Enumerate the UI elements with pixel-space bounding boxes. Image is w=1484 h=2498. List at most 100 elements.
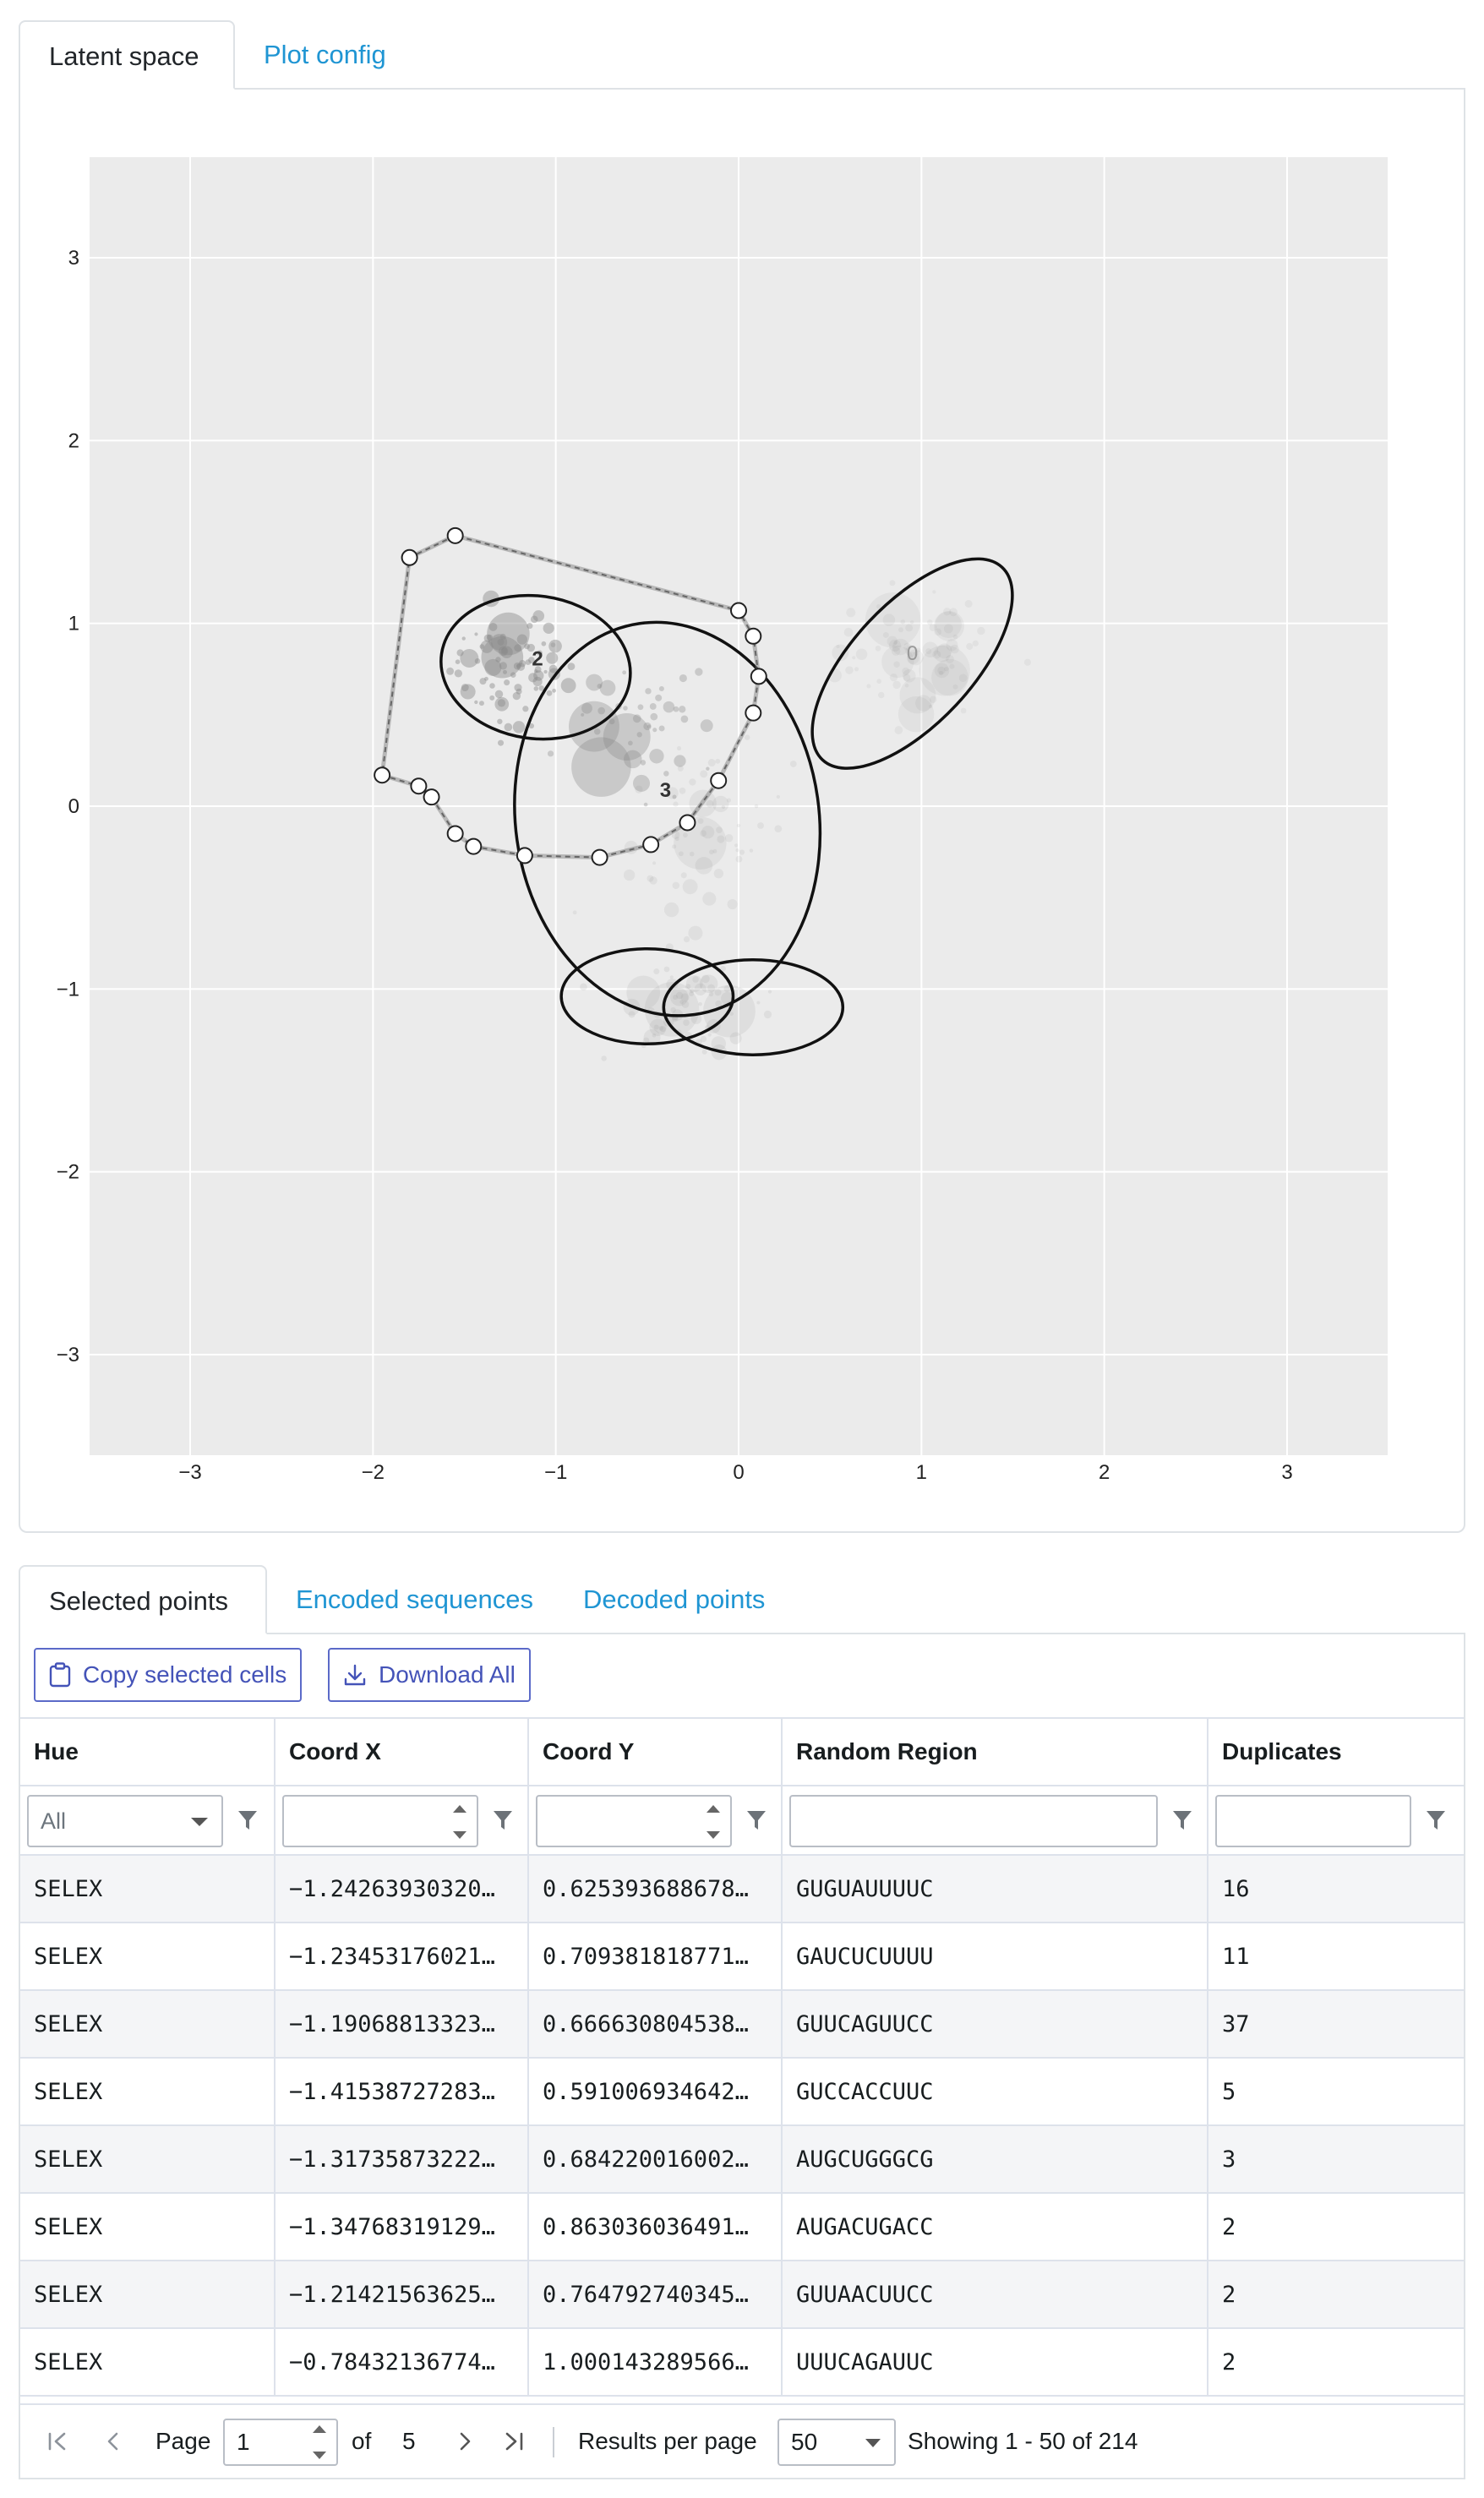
lasso-vertex-handle[interactable] (446, 825, 464, 843)
table-row[interactable]: SELEX −1.23453176021… 0.709381818771… GA… (20, 1923, 1464, 1991)
cell-coord-y[interactable]: 0.709381818771… (529, 1923, 783, 1989)
cell-hue[interactable]: SELEX (20, 2059, 276, 2124)
cell-random-region[interactable]: AUGACUGACC (783, 2194, 1208, 2260)
tab-latent-space[interactable]: Latent space (19, 20, 235, 90)
latent-space-plot[interactable]: −3 −2 −1 0 1 2 3 −3 −2 −1 0 1 2 3 2 3 0 (20, 88, 1464, 1530)
cell-coord-x[interactable]: −1.41538727283… (276, 2059, 529, 2124)
filter-icon[interactable] (1425, 1808, 1447, 1832)
column-header-random-region[interactable]: Random Region (783, 1719, 1208, 1785)
cell-random-region[interactable]: GUGUAUUUUC (783, 1856, 1208, 1922)
lasso-vertex-handle[interactable] (410, 777, 428, 795)
cell-coord-x[interactable]: −1.24263930320… (276, 1856, 529, 1922)
scatter-point (876, 679, 881, 684)
table-row[interactable]: SELEX −1.21421563625… 0.764792740345… GU… (20, 2261, 1464, 2329)
cell-hue[interactable]: SELEX (20, 1991, 276, 2057)
cell-coord-y[interactable]: 0.684220016002… (529, 2126, 783, 2192)
cell-coord-y[interactable]: 0.666630804538… (529, 1991, 783, 2057)
lasso-vertex-handle[interactable] (591, 848, 608, 866)
lasso-vertex-handle[interactable] (745, 704, 762, 722)
cell-hue[interactable]: SELEX (20, 2194, 276, 2260)
page-number-input[interactable]: 1 (223, 2419, 338, 2466)
cell-coord-y[interactable]: 0.591006934642… (529, 2059, 783, 2124)
last-page-icon[interactable] (502, 2405, 526, 2478)
cell-random-region[interactable]: GUCCACCUUC (783, 2059, 1208, 2124)
duplicates-filter-input[interactable] (1215, 1795, 1411, 1847)
lasso-vertex-handle[interactable] (679, 814, 696, 832)
lasso-vertex-handle[interactable] (446, 526, 464, 544)
cell-hue[interactable]: SELEX (20, 1923, 276, 1989)
cell-duplicates[interactable]: 16 (1222, 1875, 1250, 1902)
download-all-button[interactable]: Download All (328, 1648, 531, 1702)
lasso-vertex-handle[interactable] (710, 772, 728, 789)
column-header-hue[interactable]: Hue (20, 1719, 276, 1785)
number-spinner-icon[interactable] (707, 1805, 720, 1839)
cell-random-region[interactable]: GUUAACUUCC (783, 2261, 1208, 2327)
cell-random-region[interactable]: UUUCAGAUUC (783, 2329, 1208, 2395)
cell-hue[interactable]: SELEX (20, 2126, 276, 2192)
hue-filter-select[interactable]: All (27, 1795, 223, 1847)
column-header-coord-y[interactable]: Coord Y (529, 1719, 783, 1785)
table-row[interactable]: SELEX −1.34768319129… 0.863036036491… AU… (20, 2194, 1464, 2261)
column-header-duplicates[interactable]: Duplicates (1208, 1719, 1464, 1785)
cell-random-region[interactable]: GUUCAGUUCC (783, 1991, 1208, 2057)
next-page-icon[interactable] (453, 2405, 477, 2478)
cell-duplicates[interactable]: 37 (1222, 2010, 1250, 2037)
tab-plot-config[interactable]: Plot config (264, 40, 386, 69)
table-row[interactable]: SELEX −1.19068813323… 0.666630804538… GU… (20, 1991, 1464, 2059)
table-row[interactable]: SELEX −1.31735873222… 0.684220016002… AU… (20, 2126, 1464, 2194)
tab-decoded-points[interactable]: Decoded points (583, 1584, 766, 1614)
first-page-icon[interactable] (46, 2405, 69, 2478)
cell-coord-x[interactable]: −1.31735873222… (276, 2126, 529, 2192)
lasso-vertex-handle[interactable] (745, 627, 762, 645)
lasso-vertex-handle[interactable] (374, 766, 391, 784)
scatter-point (663, 966, 670, 973)
table-row[interactable]: SELEX −1.24263930320… 0.625393688678… GU… (20, 1856, 1464, 1923)
cell-hue[interactable]: SELEX (20, 2329, 276, 2395)
tab-encoded-sequences[interactable]: Encoded sequences (296, 1584, 533, 1614)
cell-hue[interactable]: SELEX (20, 1856, 276, 1922)
cell-coord-x[interactable]: −1.34768319129… (276, 2194, 529, 2260)
cell-coord-x[interactable]: −0.78432136774… (276, 2329, 529, 2395)
copy-selected-cells-button[interactable]: Copy selected cells (34, 1648, 303, 1702)
table-row[interactable]: SELEX −1.41538727283… 0.591006934642… GU… (20, 2059, 1464, 2126)
lasso-vertex-handle[interactable] (642, 836, 660, 854)
lasso-vertex-handle[interactable] (465, 837, 483, 855)
lasso-vertex-handle[interactable] (401, 548, 418, 566)
scatter-point (854, 667, 859, 672)
cell-random-region[interactable]: GAUCUCUUUU (783, 1923, 1208, 1989)
cell-duplicates[interactable]: 11 (1222, 1943, 1250, 1970)
lasso-vertex-handle[interactable] (423, 788, 440, 806)
table-row[interactable]: SELEX −0.78432136774… 1.000143289566… UU… (20, 2329, 1464, 2397)
filter-icon[interactable] (237, 1808, 259, 1832)
coord-x-filter-input[interactable] (282, 1795, 478, 1847)
filter-icon[interactable] (492, 1808, 514, 1832)
cell-duplicates[interactable]: 2 (1222, 2213, 1236, 2240)
cell-hue[interactable]: SELEX (20, 2261, 276, 2327)
number-spinner-icon[interactable] (453, 1805, 466, 1839)
lasso-vertex-handle[interactable] (516, 847, 533, 864)
cell-coord-y[interactable]: 1.000143289566… (529, 2329, 783, 2395)
cell-coord-y[interactable]: 0.625393688678… (529, 1856, 783, 1922)
cell-duplicates[interactable]: 2 (1222, 2348, 1236, 2375)
results-per-page-select[interactable]: 50 (777, 2419, 896, 2466)
coord-y-filter-input[interactable] (536, 1795, 732, 1847)
cell-random-region[interactable]: AUGCUGGGCG (783, 2126, 1208, 2192)
cell-coord-y[interactable]: 0.764792740345… (529, 2261, 783, 2327)
cell-coord-x[interactable]: −1.19068813323… (276, 1991, 529, 2057)
previous-page-icon[interactable] (101, 2405, 125, 2478)
tab-selected-points[interactable]: Selected points (19, 1565, 267, 1634)
cell-coord-x[interactable]: −1.21421563625… (276, 2261, 529, 2327)
column-header-coord-x[interactable]: Coord X (276, 1719, 529, 1785)
cell-duplicates[interactable]: 2 (1222, 2281, 1236, 2308)
lasso-vertex-handle[interactable] (730, 602, 747, 619)
lasso-vertex-handle[interactable] (750, 668, 767, 685)
number-spinner-icon[interactable] (313, 2425, 326, 2459)
scatter-point (689, 851, 695, 857)
cell-coord-x[interactable]: −1.23453176021… (276, 1923, 529, 1989)
random-region-filter-input[interactable] (789, 1795, 1158, 1847)
cell-duplicates[interactable]: 3 (1222, 2146, 1236, 2173)
filter-icon[interactable] (1171, 1808, 1193, 1832)
filter-icon[interactable] (745, 1808, 767, 1832)
cell-duplicates[interactable]: 5 (1222, 2078, 1236, 2105)
cell-coord-y[interactable]: 0.863036036491… (529, 2194, 783, 2260)
